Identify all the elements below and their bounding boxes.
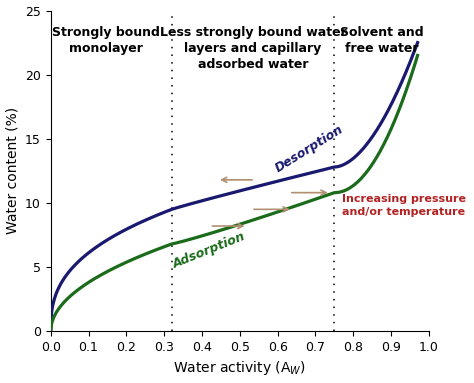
Text: Desorption: Desorption xyxy=(273,123,346,175)
Y-axis label: Water content (%): Water content (%) xyxy=(6,107,19,234)
Text: Increasing pressure
and/or temperature: Increasing pressure and/or temperature xyxy=(342,194,466,217)
Text: Adsorption: Adsorption xyxy=(171,230,248,271)
Text: Strongly bound
monolayer: Strongly bound monolayer xyxy=(52,26,159,55)
Text: Less strongly bound water
layers and capillary
adsorbed water: Less strongly bound water layers and cap… xyxy=(160,26,346,71)
Text: Solvent and
free water: Solvent and free water xyxy=(340,26,423,55)
X-axis label: Water activity (A$_W$): Water activity (A$_W$) xyxy=(173,359,306,377)
